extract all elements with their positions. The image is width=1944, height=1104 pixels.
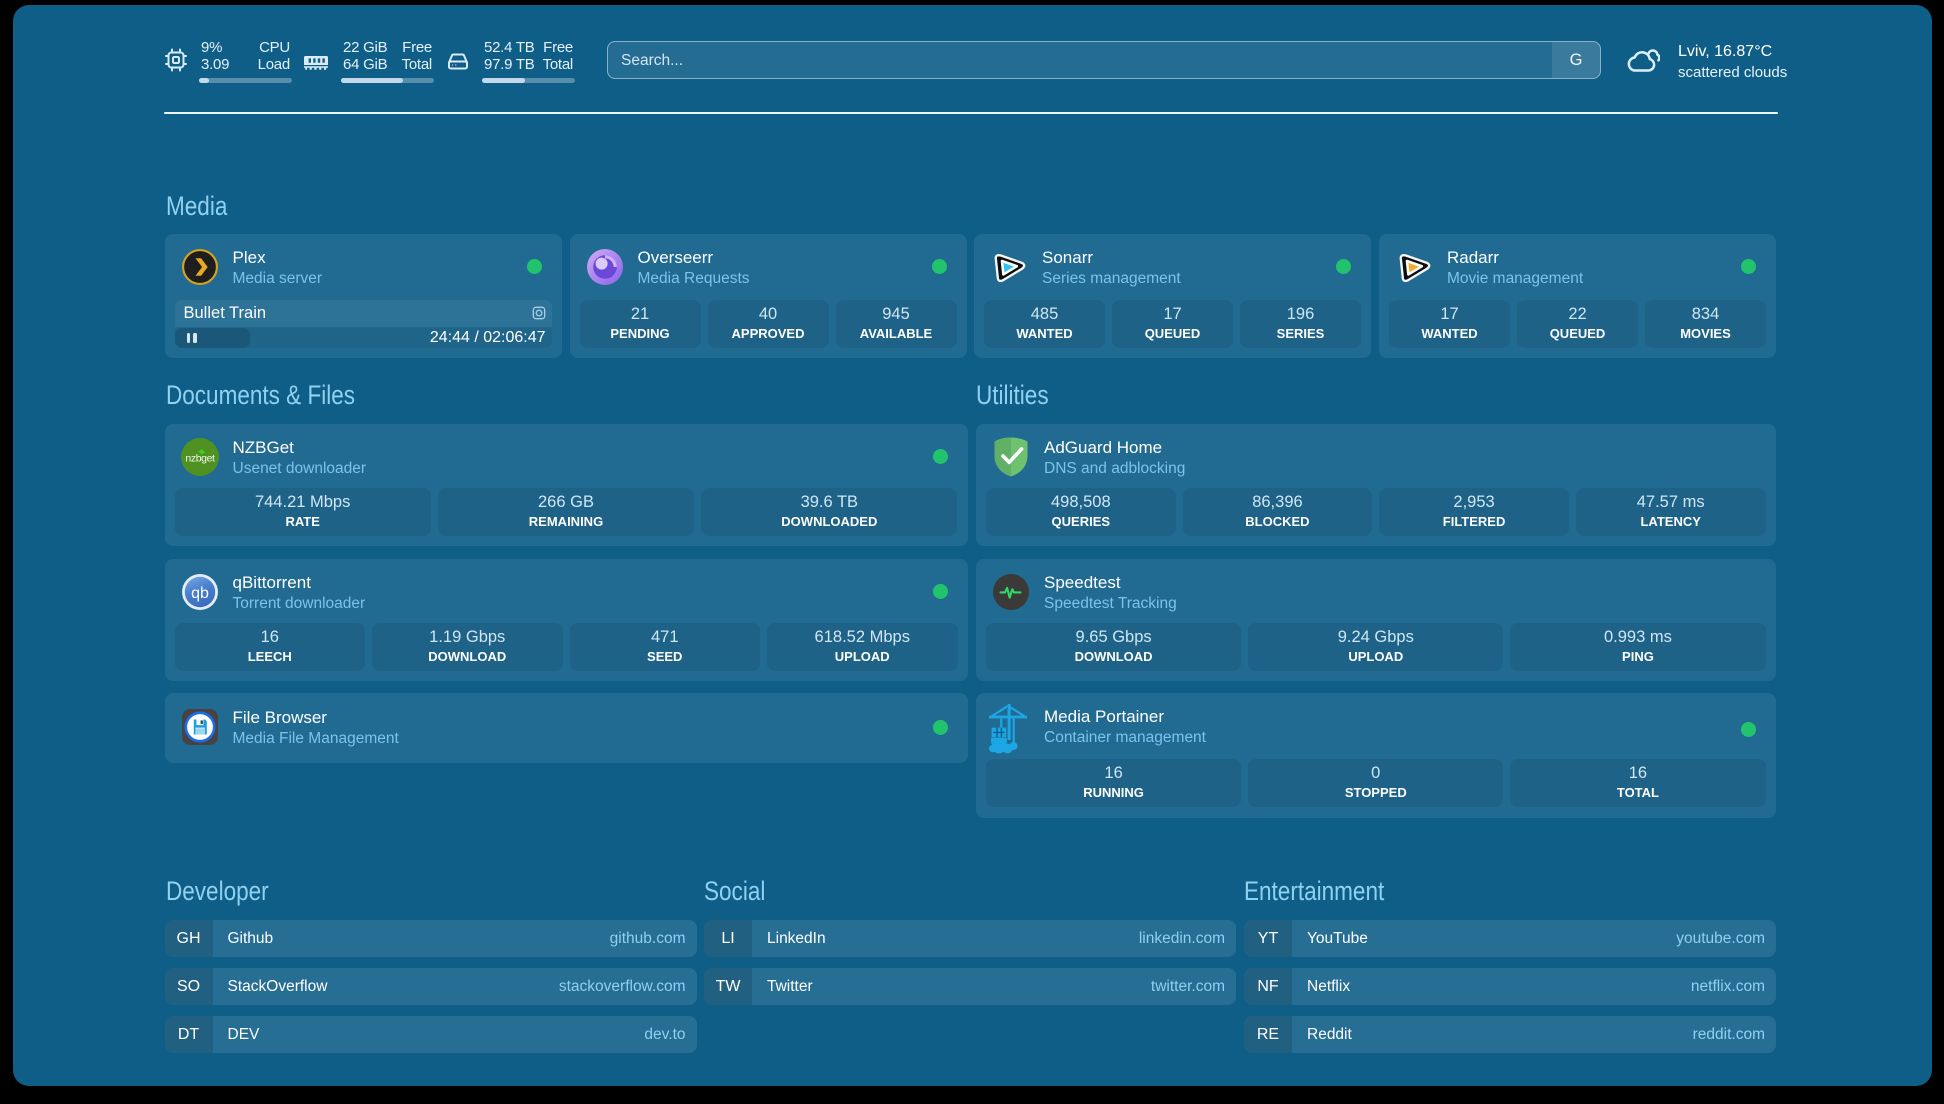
svg-text:qb: qb bbox=[191, 585, 209, 602]
svg-text:nzbget: nzbget bbox=[185, 453, 215, 465]
